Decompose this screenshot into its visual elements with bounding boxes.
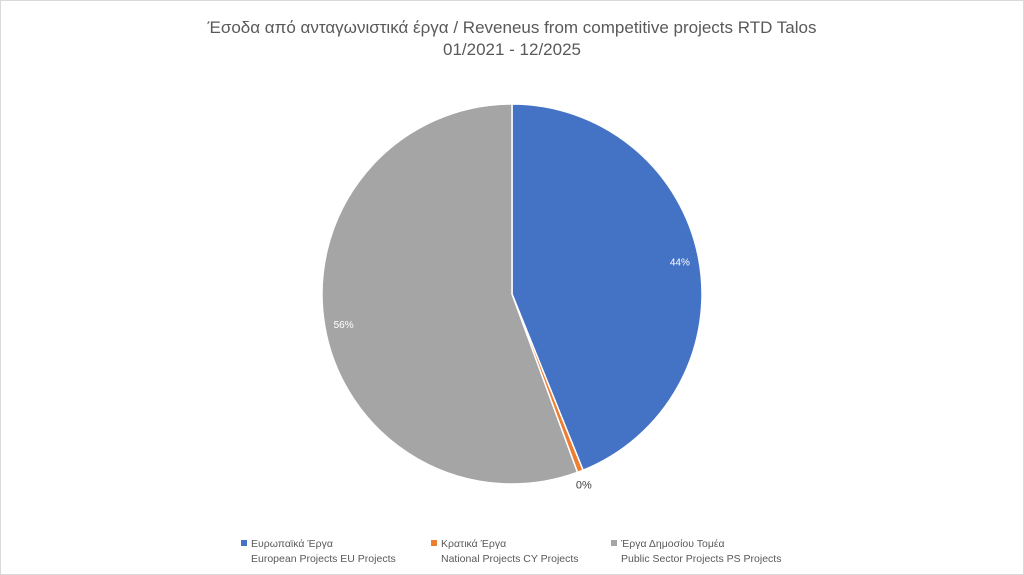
chart-subtitle: 01/2021 - 12/2025 <box>442 40 581 59</box>
data-label: 0% <box>576 480 592 492</box>
legend-label-gr: Ευρωπαϊκά Έργα <box>251 538 333 550</box>
legend-item-ps: Έργα Δημοσίου Τομέα Public Sector Projec… <box>611 537 781 567</box>
legend-label-gr: Κρατικά Έργα <box>441 538 507 550</box>
legend-item-cy: Κρατικά Έργα National Projects CY Projec… <box>431 537 579 567</box>
pie-slice <box>511 103 703 472</box>
legend-item-eu: Ευρωπαϊκά Έργα European Projects EU Proj… <box>241 537 396 567</box>
data-label: 44% <box>670 257 690 268</box>
data-label: 56% <box>334 320 354 331</box>
legend-label-en: European Projects EU Projects <box>251 553 396 565</box>
chart-title: Έσοδα από ανταγωνιστικά έργα / Reveneus … <box>207 18 817 37</box>
legend-label-gr: Έργα Δημοσίου Τομέα <box>621 538 725 550</box>
legend-swatch <box>611 540 617 546</box>
legend-swatch <box>431 540 437 546</box>
pie-slice <box>321 103 579 485</box>
legend-label-en: Public Sector Projects PS Projects <box>621 553 782 565</box>
legend-swatch <box>241 540 247 546</box>
legend-label-en: National Projects CY Projects <box>441 553 579 565</box>
